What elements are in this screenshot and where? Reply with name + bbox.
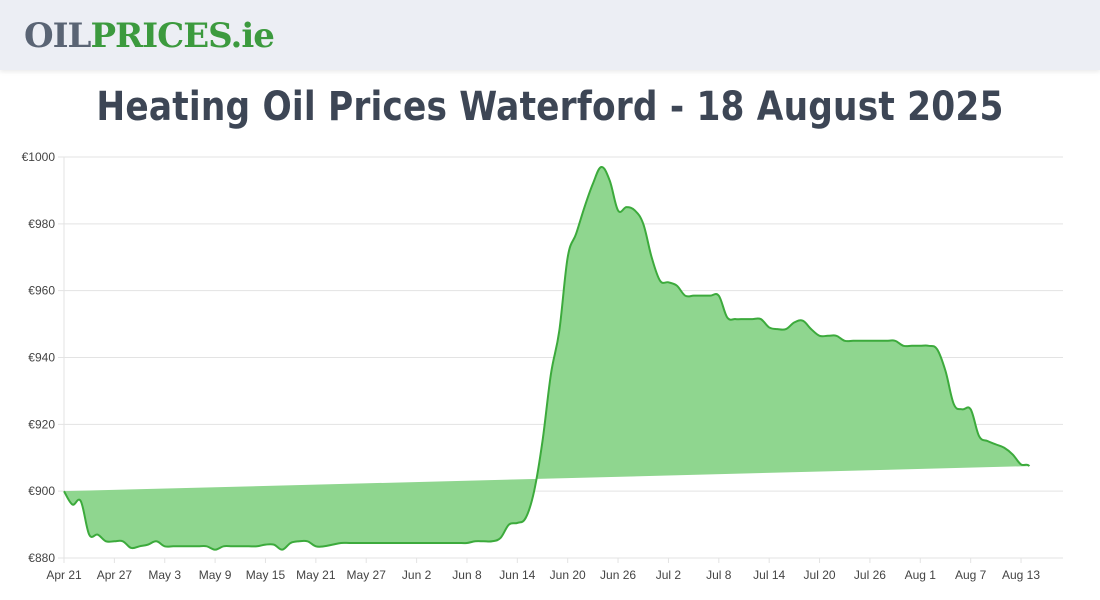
x-tick-label: Jun 2 bbox=[402, 568, 432, 582]
x-tick-label: Jun 20 bbox=[550, 568, 586, 582]
logo-text-oil: OIL bbox=[24, 16, 91, 56]
y-tick-label: €880 bbox=[28, 551, 55, 565]
y-tick-label: €920 bbox=[28, 417, 55, 431]
y-tick-label: €980 bbox=[28, 217, 55, 231]
y-tick-label: €960 bbox=[28, 284, 55, 298]
x-tick-label: Apr 27 bbox=[97, 568, 133, 582]
plot-area bbox=[63, 166, 1031, 551]
x-tick-label: Aug 1 bbox=[905, 568, 937, 582]
y-axis-ticks: €880 €900 €920 €940 €960 €980 €1000 bbox=[22, 150, 56, 565]
x-tick-label: Apr 21 bbox=[46, 568, 82, 582]
x-tick-label: May 21 bbox=[296, 568, 336, 582]
price-area-fill bbox=[64, 166, 1030, 550]
x-tick-label: Aug 13 bbox=[1002, 568, 1040, 582]
site-logo[interactable]: OILPRICES.ie bbox=[24, 14, 275, 58]
y-tick-label: €1000 bbox=[22, 150, 56, 164]
x-tick-label: Aug 7 bbox=[955, 568, 987, 582]
y-tick-label: €940 bbox=[28, 351, 55, 365]
x-tick-label: Jul 14 bbox=[753, 568, 785, 582]
x-tick-label: Jul 2 bbox=[656, 568, 682, 582]
x-tick-label: Jun 14 bbox=[499, 568, 535, 582]
x-tick-label: May 15 bbox=[246, 568, 286, 582]
y-tick-label: €900 bbox=[28, 484, 55, 498]
logo-text-prices: PRICES bbox=[90, 16, 231, 56]
x-tick-label: May 9 bbox=[199, 568, 232, 582]
x-tick-label: Jun 26 bbox=[600, 568, 636, 582]
x-tick-label: Jun 8 bbox=[452, 568, 482, 582]
x-tick-label: May 3 bbox=[148, 568, 181, 582]
x-tick-label: May 27 bbox=[347, 568, 387, 582]
price-series-line bbox=[63, 166, 1031, 551]
page-title: Heating Oil Prices Waterford - 18 August… bbox=[96, 84, 1004, 130]
logo-text-tld: .ie bbox=[230, 16, 274, 56]
x-tick-label: Jul 26 bbox=[854, 568, 886, 582]
x-axis-ticks: Apr 21 Apr 27 May 3 May 9 May 15 May 21 May 27… bbox=[46, 568, 1040, 582]
header-bar: OILPRICES.ie bbox=[0, 0, 1100, 70]
x-tick-label: Jul 20 bbox=[804, 568, 836, 582]
x-tick-label: Jul 8 bbox=[706, 568, 732, 582]
